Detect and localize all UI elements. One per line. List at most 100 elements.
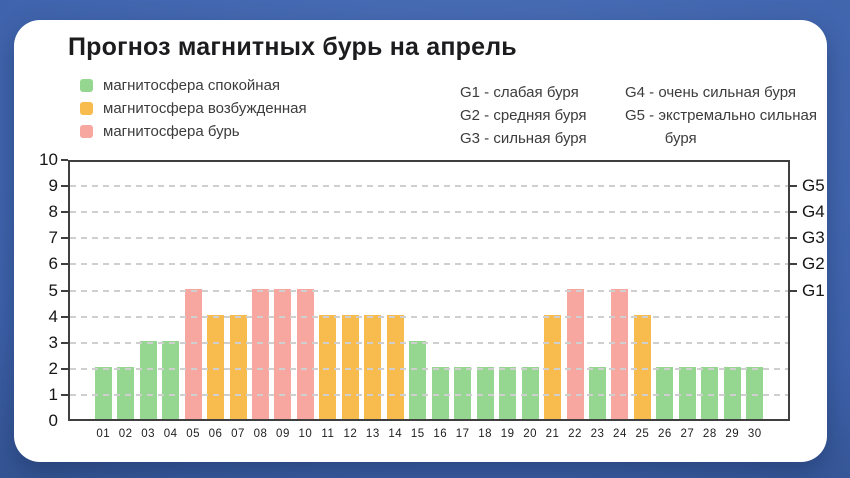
bar-day-26	[656, 366, 674, 419]
y-axis-tick-3	[61, 341, 68, 344]
y-axis-label-9: 9	[48, 176, 58, 196]
x-axis-label-20: 20	[523, 428, 537, 440]
y-axis-tick-2	[61, 367, 68, 370]
bar-day-23	[589, 366, 606, 419]
x-axis-label-19: 19	[500, 428, 515, 440]
bar-day-02	[117, 366, 135, 419]
legend-item-storm: магнитосфера бурь	[80, 123, 307, 140]
legend-label: магнитосфера спокойная	[103, 77, 281, 94]
bar-day-08	[252, 288, 269, 419]
y-axis-label-0: 0	[48, 411, 58, 430]
x-axis-label-06: 06	[208, 428, 223, 440]
bar-day-07	[229, 314, 247, 419]
right-axis-label-G3: G3	[802, 228, 825, 248]
gridline-3	[70, 341, 788, 344]
x-axis-label-01: 01	[96, 428, 111, 440]
bar-day-18	[476, 366, 494, 419]
gridline-7	[70, 237, 788, 240]
gridline-8	[70, 211, 788, 214]
bar-day-06	[207, 314, 225, 419]
right-axis-label-G5: G5	[802, 176, 825, 196]
bar-day-15	[409, 340, 427, 419]
bar-day-13	[364, 314, 382, 419]
y-axis-label-10: 10	[39, 150, 58, 169]
legend: магнитосфера спокойная магнитосфера возб…	[80, 77, 307, 147]
bar-day-04	[162, 340, 180, 419]
x-axis-label-08: 08	[253, 428, 268, 440]
y-axis-label-8: 8	[48, 202, 58, 222]
bar-day-24	[611, 288, 629, 419]
y-axis-tick-10	[61, 159, 68, 161]
right-axis-tick-G3	[788, 237, 797, 240]
x-axis-label-02: 02	[118, 428, 133, 440]
right-axis-label-G4: G4	[802, 202, 825, 222]
x-axis-label-09: 09	[276, 428, 290, 440]
x-axis-label-22: 22	[568, 428, 582, 440]
y-axis-tick-9	[61, 185, 68, 188]
x-axis-label-17: 17	[455, 428, 470, 440]
bar-day-28	[701, 366, 719, 419]
gridline-9	[70, 185, 788, 188]
x-axis-label-21: 21	[545, 428, 560, 440]
storm-scale-g2: G2 - средняя буря	[460, 107, 587, 124]
gridline-6	[70, 263, 788, 266]
y-axis-label-6: 6	[48, 254, 58, 274]
bar-day-12	[341, 314, 359, 419]
legend-item-calm: магнитосфера спокойная	[80, 77, 307, 94]
x-axis-label-26: 26	[657, 428, 672, 440]
legend-label: магнитосфера возбужденная	[103, 100, 307, 117]
bar-day-03	[139, 340, 157, 419]
bar-day-27	[678, 366, 696, 419]
x-axis-label-25: 25	[635, 428, 650, 440]
x-axis-label-07: 07	[231, 428, 245, 440]
x-axis-label-15: 15	[410, 428, 425, 440]
right-axis-tick-G5	[788, 185, 797, 188]
gridline-1	[70, 393, 788, 396]
y-axis-tick-6	[61, 263, 68, 266]
x-axis-label-23: 23	[590, 428, 605, 440]
x-axis-label-29: 29	[725, 428, 740, 440]
bar-day-10	[296, 288, 314, 419]
y-axis-tick-7	[61, 237, 68, 240]
y-axis-label-3: 3	[48, 332, 58, 352]
storm-scale-g1: G1 - слабая буря	[460, 84, 579, 101]
y-axis-label-7: 7	[48, 228, 58, 248]
bar-day-16	[431, 366, 449, 419]
bar-day-20	[521, 366, 539, 419]
x-axis-label-04: 04	[163, 428, 178, 440]
bar-day-25	[633, 314, 651, 419]
x-axis-label-27: 27	[680, 428, 695, 440]
storm-scale-column-2: G4 - очень сильная буря G5 - экстремальн…	[625, 81, 827, 150]
gridline-4	[70, 315, 788, 318]
x-axis-label-05: 05	[186, 428, 200, 440]
x-axis-label-16: 16	[433, 428, 448, 440]
y-axis-tick-8	[61, 211, 68, 214]
storm-scale-g4: G4 - очень сильная буря	[625, 84, 797, 101]
bar-day-17	[454, 366, 472, 419]
forecast-card: Прогноз магнитных бурь на апрель магнито…	[14, 20, 827, 462]
storm-scale-g5: G5 - экстремально сильная буря	[625, 107, 817, 147]
gridline-2	[70, 367, 788, 370]
gridline-5	[70, 289, 788, 292]
y-axis-tick-4	[61, 315, 68, 318]
y-axis-label-2: 2	[48, 358, 58, 378]
storm-color-swatch-icon	[80, 125, 93, 138]
right-axis-tick-G2	[788, 263, 797, 266]
x-axis-label-14: 14	[388, 428, 403, 440]
y-axis-label-5: 5	[48, 280, 58, 300]
x-axis-label-03: 03	[141, 428, 156, 440]
y-axis-tick-1	[61, 393, 68, 396]
right-axis-tick-G4	[788, 211, 797, 214]
x-axis-label-11: 11	[321, 428, 335, 440]
calm-color-swatch-icon	[80, 79, 93, 92]
bar-day-19	[499, 366, 517, 419]
bar-day-21	[544, 314, 562, 419]
chart: 01 02 03 04 05 06 07 08 09 10 11 12 13 14 15 16 17 18 19 20…	[39, 150, 825, 440]
y-axis-label-1: 1	[48, 384, 58, 404]
y-axis-label-4: 4	[48, 306, 58, 326]
storm-scale-column-1: G1 - слабая буря G2 - средняя буря G3 - …	[460, 81, 587, 150]
x-axis-label-24: 24	[613, 428, 627, 440]
bar-day-30	[746, 366, 764, 419]
right-axis-label-G1: G1	[802, 280, 825, 300]
